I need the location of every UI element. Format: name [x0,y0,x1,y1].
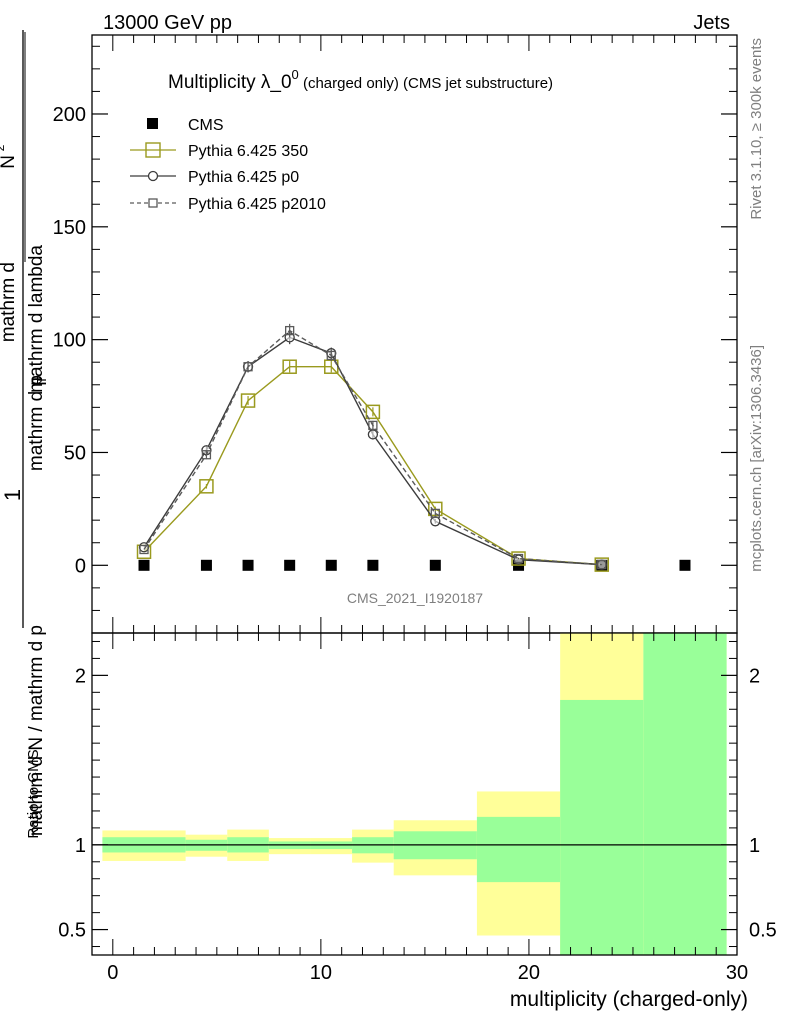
main-axes: 0 50 100 150 200 [53,35,738,633]
header-right: Jets [693,12,730,34]
cms-point [429,559,441,571]
series-point-pythia-350 [240,393,256,408]
ratio-band-green [560,699,644,955]
series-point-pythia-350 [365,404,381,420]
main-y-axis-label: 1 mathrm d N / mathrm d p T mathrm d N 2… [0,30,49,836]
series-line-pythia-p0 [143,336,602,566]
mcplots-label: mcplots.cern.ch [arXiv:1306.3436] [748,345,765,572]
main-y-tick-label: 50 [64,442,86,464]
legend-marker-cms [147,118,158,129]
series-point-pythia-p2010 [201,450,212,460]
rivet-label: Rivet 3.1.10, ≥ 300k events [748,38,765,220]
series-point-pythia-p0 [430,516,441,527]
x-tick-label: 20 [518,962,540,984]
ylabel-numerator-b: N [0,155,19,169]
ratio-plot-frame [91,632,738,956]
legend-label-pythia-350: Pythia 6.425 350 [188,143,308,160]
plot-title: Multiplicity λ_00 (charged only) (CMS je… [168,67,553,93]
series-point-pythia-p2010 [139,544,149,555]
series-point-pythia-p2010 [597,559,607,570]
legend-marker-pythia-p2010 [148,198,158,208]
series-point-pythia-p2010 [326,350,336,361]
ratio-y-tick-label-right: 0.5 [749,920,777,942]
cms-point [200,559,212,571]
ylabel-dp: mathrm d p [26,375,47,471]
ratio-y-tick-label: 2 [75,665,86,687]
ratio-band-green [476,816,561,883]
cms-point [367,559,379,571]
series-point-pythia-p2010 [513,553,524,564]
cms-point [679,559,691,571]
analysis-watermark: CMS_2021_I1920187 [347,590,483,606]
series-point-pythia-350 [199,479,214,494]
ratio-y-tick-label-right: 2 [749,665,760,687]
series-point-pythia-p2010 [430,508,440,519]
x-tick-label: 30 [726,962,748,984]
series-point-pythia-p2010 [243,362,253,372]
ylabel-denominator: mathrm d N / mathrm d p [26,625,47,836]
main-y-tick-label: 150 [53,217,86,239]
series-point-pythia-p0 [138,542,150,553]
main-y-tick-label: 0 [75,555,86,577]
ratio-y-tick-label: 0.5 [58,920,86,942]
ylabel-one: 1 [0,489,25,501]
main-y-tick-label: 200 [53,104,86,126]
series-line-pythia-p2010 [143,329,602,566]
x-tick-label: 10 [310,962,332,984]
legend-marker-pythia-350 [145,142,161,158]
cms-point [284,559,296,571]
ratio-y-tick-label: 1 [75,835,86,857]
series-point-pythia-350 [282,359,297,374]
ylabel-tail: mathrm d lambda [26,245,47,393]
ratio-band-green [643,633,727,955]
legend: CMS Pythia 6.425 350 Pythia 6.425 p0 Pyt… [130,117,326,213]
ratio-axes: 0.5 0.51 12 20 10 20 30 [58,633,777,984]
ylabel-sup2: 2 [0,144,7,151]
main-series [136,323,691,572]
ratio-y-tick-label-right: 1 [749,835,760,857]
x-axis-label: multiplicity (charged-only) [510,988,748,1011]
legend-label-pythia-p0: Pythia 6.425 p0 [188,169,299,186]
legend-label-cms: CMS [188,117,224,134]
series-point-pythia-p2010 [368,420,378,431]
cms-point [325,559,337,571]
ratio-y-axis-label: Ratio to CMS [25,749,42,838]
main-y-tick-label: 100 [53,330,86,352]
series-point-pythia-p2010 [285,325,295,336]
series-point-pythia-p0 [367,429,379,440]
ratio-bands [102,633,727,955]
legend-marker-pythia-p0 [147,170,159,182]
cms-point [138,559,150,571]
legend-label-pythia-p2010: Pythia 6.425 p2010 [188,196,326,213]
cms-point [242,559,254,571]
ylabel-numerator-a: mathrm d [0,262,19,342]
x-tick-label: 0 [107,962,118,984]
series-line-pythia-350 [143,366,602,566]
ylabel-sub-t: T [34,376,49,384]
header-left: 13000 GeV pp [103,12,232,34]
